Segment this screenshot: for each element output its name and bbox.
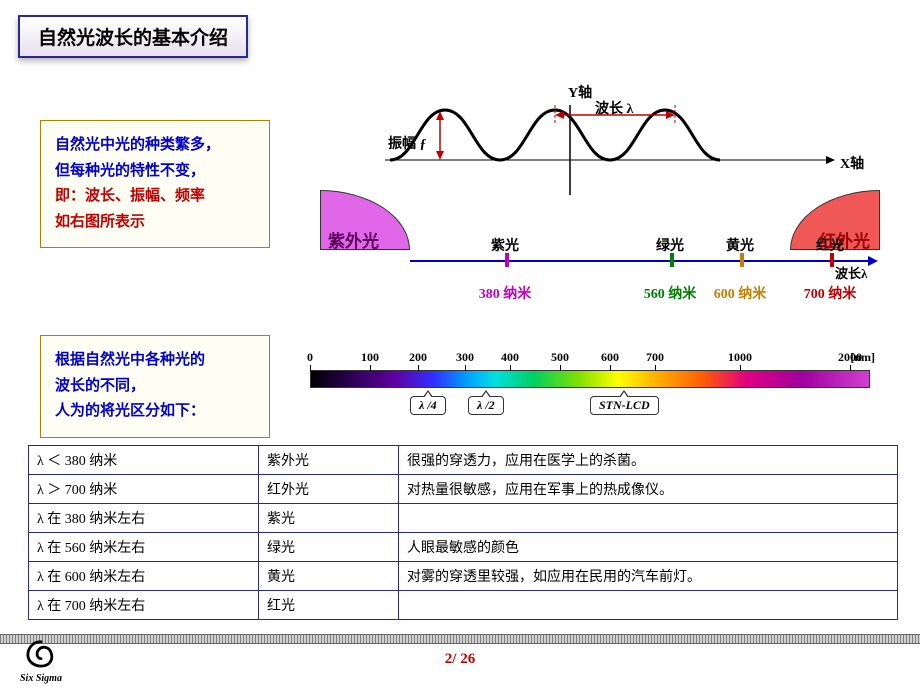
table-row: λ 在 380 纳米左右紫光 [29,504,898,533]
tick [740,253,744,267]
text: 自然光中光的种类繁多， [55,133,255,159]
footer-divider [0,634,920,644]
callout: λ /4 [410,396,446,415]
text: 波长的不同， [55,374,255,400]
text: 人为的将光区分如下： [55,399,255,425]
bar-tick [465,365,466,371]
table-cell: 绿光 [259,533,399,562]
table-cell: λ 在 380 纳米左右 [29,504,259,533]
bar-tick-label: 2000 [838,350,862,365]
bar-tick-label: 500 [551,350,569,365]
table-cell: 红光 [259,591,399,620]
page-number: 2/ 26 [445,651,475,668]
tick [830,253,834,267]
table-cell: 紫外光 [259,446,399,475]
bar-tick [560,365,561,371]
spectrum-bar-diagram: [nm] 010020030040050060070010002000 λ /4… [310,350,870,420]
bar-tick-label: 700 [646,350,664,365]
table-cell: 黄光 [259,562,399,591]
table-cell: 对热量很敏感，应用在军事上的热成像仪。 [399,475,898,504]
x-axis-label: X轴 [840,153,864,173]
bar-tick [370,365,371,371]
amplitude-label: 振幅 ƒ [388,133,427,153]
bar-tick-label: 0 [307,350,313,365]
text: 如右图所表示 [55,210,255,236]
tick-label: 黄光 [726,235,754,255]
bar-tick [655,365,656,371]
wave-diagram: 紫外光 红外光 Y轴 X轴 振幅 ƒ 波长 λ 波长λ 紫光380 纳米绿光56… [320,85,880,265]
text: 但每种光的特性不变， [55,159,255,185]
table-row: λ ＜ 380 纳米紫外光很强的穿透力，应用在医学上的杀菌。 [29,446,898,475]
table-cell [399,591,898,620]
table-cell: λ 在 700 纳米左右 [29,591,259,620]
table-cell: λ 在 560 纳米左右 [29,533,259,562]
spectrum-arrow-icon [868,256,878,266]
table-cell: 紫光 [259,504,399,533]
table-cell: 红外光 [259,475,399,504]
table-cell: 很强的穿透力，应用在医学上的杀菌。 [399,446,898,475]
table-cell: 对雾的穿透里较强，如应用在民用的汽车前灯。 [399,562,898,591]
table-cell: 人眼最敏感的颜色 [399,533,898,562]
info-box-1: 自然光中光的种类繁多， 但每种光的特性不变， 即：波长、振幅、频率 如右图所表示 [40,120,270,248]
nm-label: 600 纳米 [714,283,767,303]
tick [505,253,509,267]
table-row: λ 在 700 纳米左右红光 [29,591,898,620]
spectrum-gradient [310,370,870,388]
wavelength-table: λ ＜ 380 纳米紫外光很强的穿透力，应用在医学上的杀菌。λ ＞ 700 纳米… [28,445,898,620]
bar-tick [310,365,311,371]
y-axis-label: Y轴 [568,82,592,102]
bar-tick [418,365,419,371]
tick [670,253,674,267]
bar-tick [740,365,741,371]
bar-tick-label: 300 [456,350,474,365]
text: 根据自然光中各种光的 [55,348,255,374]
six-sigma-logo: Six Sigma [20,638,62,684]
tick-label: 绿光 [656,235,684,255]
uv-label: 紫外光 [328,227,379,252]
bar-tick [850,365,851,371]
nm-label: 560 纳米 [644,283,697,303]
table-cell: λ ＞ 700 纳米 [29,475,259,504]
tick-label: 紫光 [491,235,519,255]
table-cell: λ 在 600 纳米左右 [29,562,259,591]
text: 即：波长、振幅、频率 [55,184,255,210]
bar-tick-label: 100 [361,350,379,365]
bar-tick-label: 1000 [728,350,752,365]
table-row: λ 在 560 纳米左右绿光人眼最敏感的颜色 [29,533,898,562]
wavelength-label: 波长 λ [595,98,633,118]
tick-label: 红光 [816,235,844,255]
nm-label: 700 纳米 [804,283,857,303]
callout: STN-LCD [590,396,659,415]
table-cell [399,504,898,533]
bar-tick [510,365,511,371]
callout: λ /2 [468,396,504,415]
table-row: λ 在 600 纳米左右黄光对雾的穿透里较强，如应用在民用的汽车前灯。 [29,562,898,591]
logo-text: Six Sigma [20,673,62,684]
bar-tick-label: 400 [501,350,519,365]
info-box-2: 根据自然光中各种光的 波长的不同， 人为的将光区分如下： [40,335,270,438]
spectrum-axis-label: 波长λ [835,263,867,282]
six-sigma-icon [22,638,60,668]
page-title: 自然光波长的基本介绍 [18,15,248,58]
nm-label: 380 纳米 [479,283,532,303]
spectrum-axis [410,260,870,262]
bar-tick-label: 200 [409,350,427,365]
bar-tick [610,365,611,371]
wave-curve [380,105,840,215]
table-cell: λ ＜ 380 纳米 [29,446,259,475]
bar-tick-label: 600 [601,350,619,365]
table-row: λ ＞ 700 纳米红外光对热量很敏感，应用在军事上的热成像仪。 [29,475,898,504]
